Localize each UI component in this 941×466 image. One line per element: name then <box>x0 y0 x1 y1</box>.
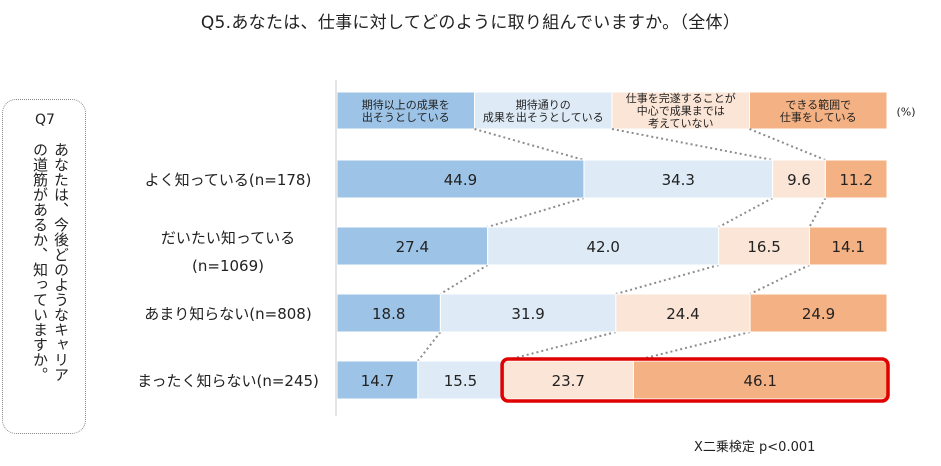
legend-swatch <box>749 91 888 130</box>
legend-label: 考えていない <box>648 117 713 130</box>
highlight-box <box>500 357 890 403</box>
connector-line <box>611 128 773 161</box>
unit-label: (%) <box>896 106 915 119</box>
legend-label: 期待以上の成果を <box>362 97 450 111</box>
bar-value-label: 46.1 <box>744 372 777 390</box>
legend-label: 成果を出そうとしている <box>483 110 604 124</box>
bar-segment <box>583 159 774 199</box>
legend-label: 仕事をしている <box>780 111 857 124</box>
bar-value-label: 14.7 <box>361 372 394 390</box>
bar-segment <box>824 159 888 199</box>
bar-segment <box>336 360 419 400</box>
connector-line <box>487 197 585 228</box>
legend-label: 出そうとしている <box>362 110 450 124</box>
category-label: よく知っている(n=178) <box>145 171 312 189</box>
connector-line <box>502 331 617 362</box>
question-id: Q7 <box>35 112 55 128</box>
bar-segment <box>772 159 826 199</box>
bar-segment <box>615 293 751 333</box>
connector-line <box>615 264 719 295</box>
bar-segment <box>502 360 634 400</box>
connector-line <box>718 197 774 228</box>
category-label: だいたい知っている <box>161 229 295 247</box>
connector-line <box>633 331 751 362</box>
question-text: あなたは、今後どのようなキャリアの道筋があるか、知っていますか。 <box>31 142 70 382</box>
bar-segment <box>417 360 504 400</box>
connector-line <box>474 128 585 161</box>
bar-value-label: 16.5 <box>747 238 780 256</box>
chart-title: Q5.あなたは、仕事に対してどのように取り組んでいますか。（全体） <box>200 13 741 33</box>
bar-segment <box>336 293 441 333</box>
question-side-panel: Q7 あなたは、今後どのようなキャリアの道筋があるか、知っていますか。 <box>2 99 86 434</box>
bar-value-label: 15.5 <box>444 372 477 390</box>
bar-value-label: 24.9 <box>802 305 835 323</box>
legend-label: 仕事を完遂することが <box>626 91 736 105</box>
connector-line <box>439 264 489 295</box>
bar-value-label: 44.9 <box>444 171 477 189</box>
bar-value-label: 42.0 <box>586 238 619 256</box>
legend-label: 中心で成果までは <box>637 105 725 118</box>
bar-value-label: 14.1 <box>832 238 865 256</box>
legend-label: できる範囲で <box>785 97 851 111</box>
bar-value-label: 24.4 <box>666 305 699 323</box>
bar-segment <box>718 226 810 266</box>
bar-segment <box>808 226 888 266</box>
category-label: あまり知らない(n=808) <box>144 305 311 323</box>
bar-value-label: 18.8 <box>372 305 405 323</box>
bar-segment <box>336 159 585 199</box>
bar-value-label: 9.6 <box>787 171 811 189</box>
footnote-chi-square: X二乗検定 p<0.001 <box>694 440 816 455</box>
bar-segment <box>487 226 720 266</box>
category-label: (n=1069) <box>192 257 264 275</box>
legend-swatch <box>474 91 613 130</box>
legend-swatch <box>611 91 750 130</box>
bar-segment <box>336 226 489 266</box>
bar-segment <box>749 293 888 333</box>
connector-line <box>808 197 827 228</box>
bar-value-label: 23.7 <box>552 372 585 390</box>
bar-value-label: 11.2 <box>839 171 872 189</box>
bar-value-label: 34.3 <box>662 171 695 189</box>
bar-value-label: 27.4 <box>396 238 429 256</box>
connector-line <box>749 128 826 161</box>
bar-value-label: 31.9 <box>511 305 544 323</box>
category-label: まったく知らない(n=245) <box>137 372 319 390</box>
bar-segment <box>439 293 617 333</box>
connector-line <box>417 331 442 362</box>
connector-line <box>749 264 810 295</box>
legend-label: 期待通りの <box>516 97 571 111</box>
